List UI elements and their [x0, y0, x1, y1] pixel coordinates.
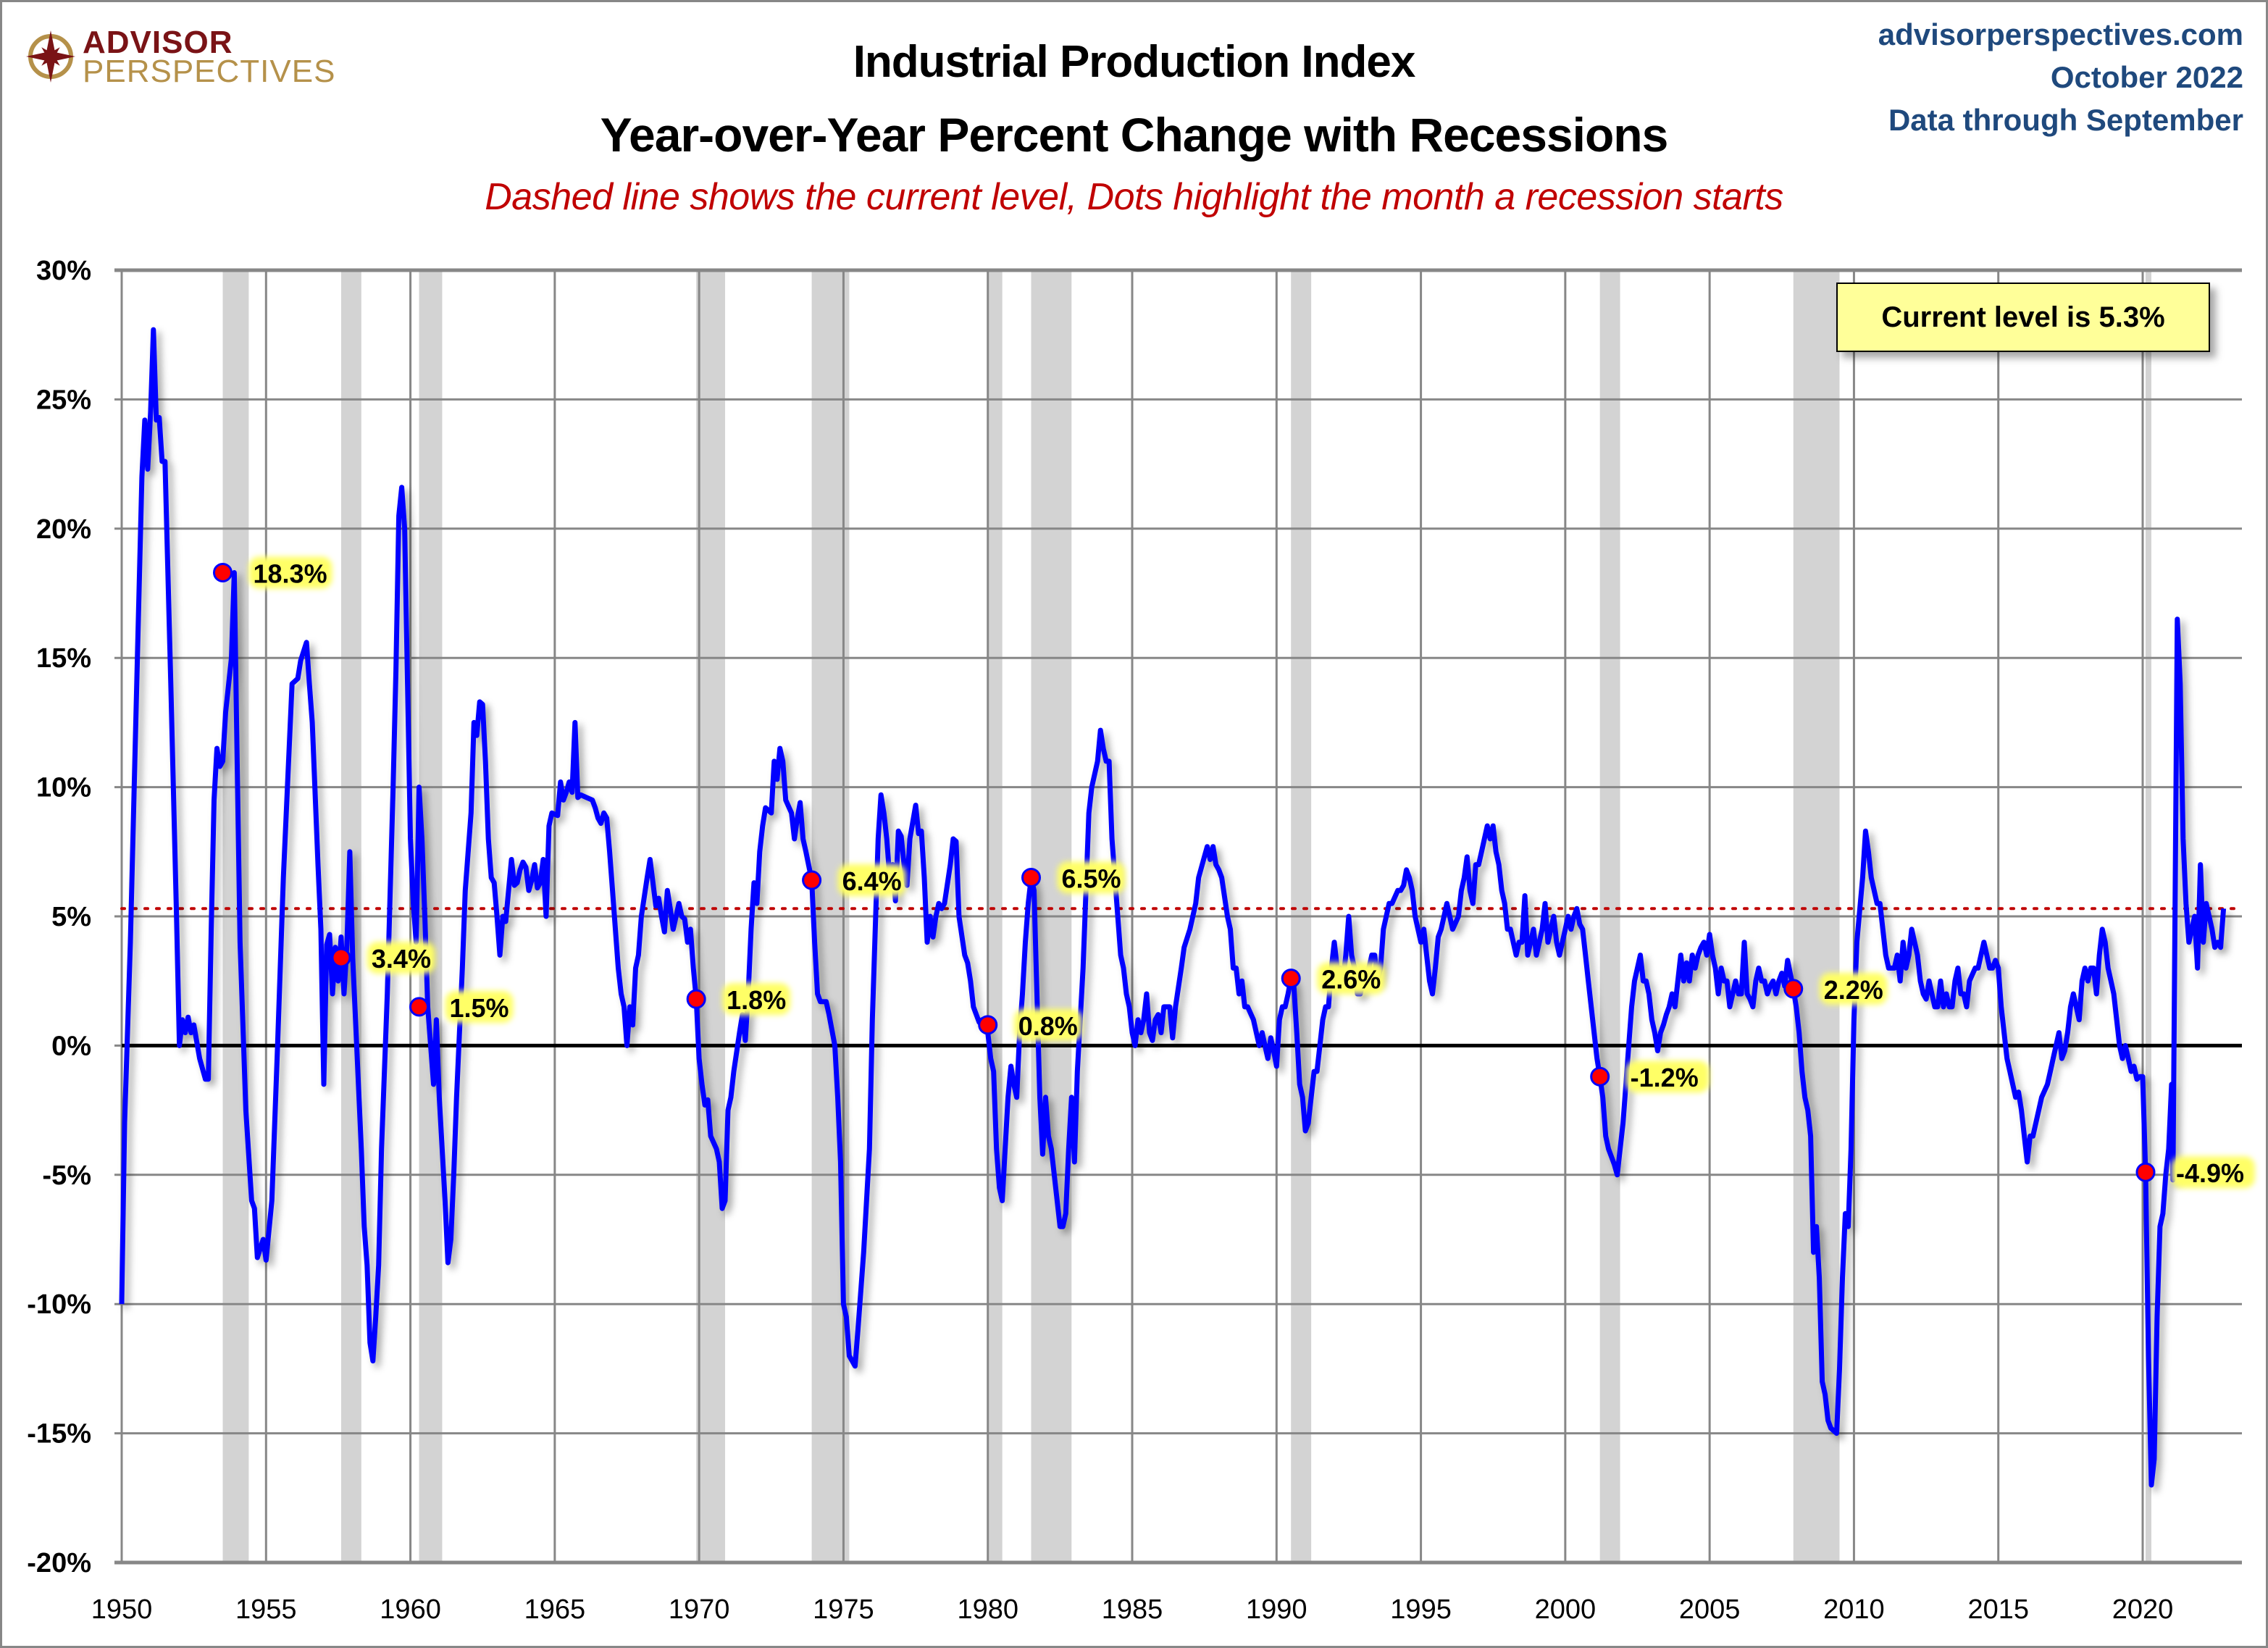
y-tick-label: 20% [36, 514, 91, 545]
x-tick-label: 1955 [235, 1594, 297, 1625]
recession-start-label: -4.9% [2176, 1158, 2244, 1188]
y-tick-label: -20% [27, 1548, 91, 1578]
recession-start-label: 1.5% [450, 993, 509, 1023]
source-block: advisorperspectives.com October 2022 Dat… [1878, 13, 2243, 141]
annotation-highlight [445, 990, 514, 1023]
x-tick-label: 1980 [957, 1594, 1018, 1625]
recession-start-dot [2135, 1162, 2156, 1182]
recession-start-label: 3.4% [372, 944, 431, 974]
annotation-highlight [837, 864, 906, 897]
recession-start-label: 0.8% [1018, 1011, 1078, 1041]
recession-start-dot [1783, 979, 1804, 999]
recession-start-label: 1.8% [727, 985, 786, 1015]
y-tick-label: 5% [51, 902, 91, 932]
recession-start-dot [1590, 1066, 1610, 1087]
annotation-highlight [1013, 1008, 1082, 1041]
x-tick-label: 2005 [1679, 1594, 1741, 1625]
recession-start-dot [1021, 867, 1041, 887]
recession-start-label: 6.4% [842, 866, 902, 896]
logo-text-perspectives: PERSPECTIVES [83, 54, 336, 89]
annotation-highlight [367, 942, 435, 974]
x-tick-label: 2000 [1535, 1594, 1597, 1625]
x-tick-label: 1975 [813, 1594, 874, 1625]
series-line-industrial-production [119, 327, 2227, 1488]
annotation-highlight [248, 556, 332, 589]
source-coverage: Data through September [1888, 103, 2243, 137]
y-tick-label: -10% [27, 1289, 91, 1320]
recession-start-label: -1.2% [1631, 1063, 1699, 1092]
annotation-highlight [2171, 1156, 2255, 1189]
annotation-highlight [1625, 1061, 1710, 1093]
x-tick-label: 2020 [2112, 1594, 2174, 1625]
recession-start-dot [213, 562, 233, 582]
recession-start-dot [1281, 969, 1301, 989]
x-tick-label: 1985 [1102, 1594, 1163, 1625]
y-tick-label: 15% [36, 643, 91, 674]
y-tick-label: 30% [36, 256, 91, 286]
logo-text-advisor: ADVISOR [83, 25, 233, 60]
chart-note: Dashed line shows the current level, Dot… [485, 176, 1783, 218]
source-site: advisorperspectives.com [1878, 17, 2243, 51]
x-tick-label: 1950 [91, 1594, 153, 1625]
recession-start-dot [409, 997, 430, 1017]
annotation-highlight [1057, 861, 1126, 894]
recession-start-dots [213, 562, 2156, 1182]
x-tick-label: 1965 [524, 1594, 586, 1625]
annotation-highlight [722, 983, 791, 1016]
recession-start-label: 2.2% [1824, 975, 1883, 1005]
compass-star-icon [26, 30, 75, 83]
recession-start-dot [686, 989, 706, 1009]
chart-subtitle: Year-over-Year Percent Change with Reces… [600, 108, 1669, 162]
recession-start-labels: 18.3% 3.4% 1.5% 1.8% 6.4% 0.8% 6.5% 2.6% -1.2% 2.… [248, 556, 2255, 1189]
recession-start-dot [331, 948, 351, 968]
x-tick-label: 1995 [1390, 1594, 1452, 1625]
x-tick-label: 1970 [669, 1594, 730, 1625]
source-date: October 2022 [2050, 60, 2243, 94]
y-tick-label: 0% [51, 1031, 91, 1061]
x-tick-label: 1990 [1246, 1594, 1307, 1625]
advisor-perspectives-logo: ADVISOR PERSPECTIVES [26, 25, 335, 89]
annotation-highlight [1317, 962, 1386, 995]
y-tick-label: -15% [27, 1419, 91, 1450]
x-tick-label: 2010 [1823, 1594, 1885, 1625]
x-tick-label: 1960 [380, 1594, 441, 1625]
recession-start-label: 2.6% [1321, 965, 1381, 995]
series-line-layer [119, 327, 2227, 1488]
chart-title: Industrial Production Index [853, 37, 1416, 87]
y-tick-label: -5% [42, 1160, 91, 1191]
y-tick-label: 25% [36, 385, 91, 415]
recession-start-label: 18.3% [254, 559, 327, 588]
y-tick-label: 10% [36, 773, 91, 803]
annotation-highlight [1819, 972, 1888, 1005]
x-tick-label: 2015 [1967, 1594, 2029, 1625]
axis-labels: 30% 25% 20% 15% 10% 5% 0% -5% -10% -15% -20%1950 19… [27, 256, 2173, 1625]
current-level-callout: Current level is 5.3% [1836, 283, 2210, 352]
recession-start-label: 6.5% [1062, 863, 1121, 893]
recession-start-dot [978, 1015, 998, 1035]
recession-start-dot [802, 870, 822, 890]
